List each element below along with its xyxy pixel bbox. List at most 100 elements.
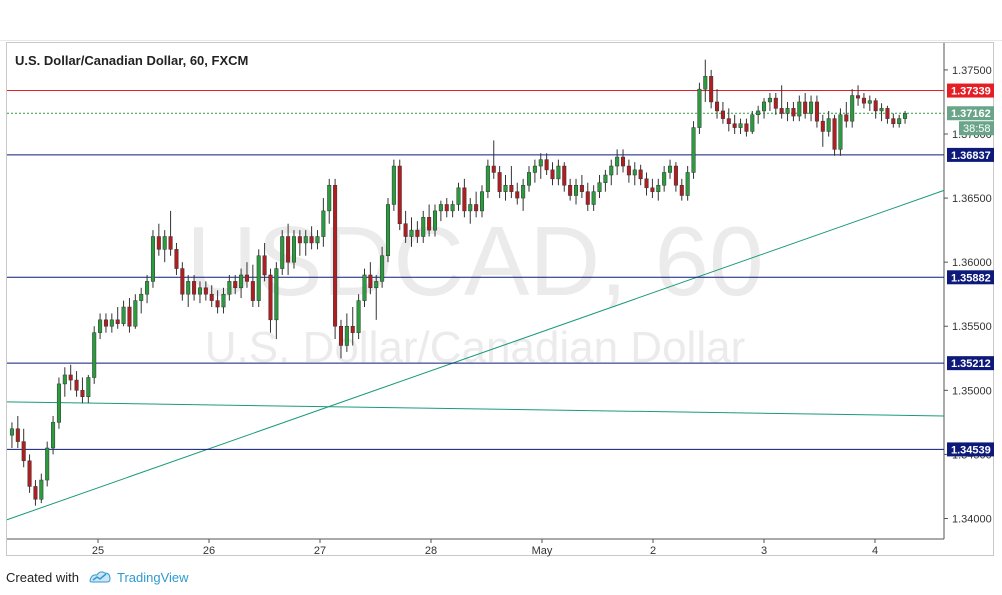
tradingview-link[interactable]: TradingView [117, 570, 189, 585]
candle-up [344, 313, 349, 352]
candle-down [779, 85, 784, 119]
candle-body [109, 319, 114, 327]
candle-body [86, 377, 91, 397]
candle-up [762, 98, 767, 119]
candle-up [162, 230, 167, 263]
level-tag-label: 1.35212 [951, 358, 991, 370]
candle-body [391, 165, 396, 205]
candle-up [92, 326, 97, 384]
candle-body [286, 236, 291, 263]
candle-down [673, 162, 678, 192]
candle-body [767, 97, 772, 103]
candle-body [256, 255, 261, 301]
candle-body [62, 374, 67, 385]
candle-down [21, 428, 26, 468]
candle-body [39, 479, 44, 500]
candle-up [139, 287, 144, 314]
candle-body [250, 281, 255, 301]
candle-body [27, 460, 32, 487]
countdown-label: 38:58 [963, 123, 991, 135]
candle-down [233, 274, 238, 295]
candle-body [421, 217, 426, 237]
candle-down [309, 226, 314, 250]
tradingview-logo-icon[interactable] [88, 568, 112, 584]
candle-down [679, 178, 684, 201]
candle-body [532, 165, 537, 173]
candle-up [51, 415, 56, 455]
candle-body [891, 118, 896, 124]
candle-body [873, 100, 878, 112]
candle-up [327, 178, 332, 224]
price-chart[interactable]: USDCAD, 60 U.S. Dollar/Canadian Dollar U.S… [0, 0, 1002, 560]
candle-body [327, 185, 332, 212]
candle-body [338, 325, 343, 346]
candle-body [703, 76, 708, 90]
x-tick-label: 2 [650, 545, 656, 557]
candle-up [826, 110, 831, 137]
candle-body [732, 123, 737, 128]
candle-body [726, 118, 731, 124]
candle-down [156, 223, 161, 256]
candle-up [691, 121, 696, 179]
candle-body [133, 300, 138, 327]
candle-body [321, 210, 326, 237]
candle-body [468, 204, 473, 212]
candle-down [297, 230, 302, 256]
candle-up [432, 204, 438, 237]
watermark-name: U.S. Dollar/Canadian Dollar [205, 323, 745, 372]
candle-body [139, 293, 144, 301]
candle-down [891, 113, 896, 128]
candle-body [662, 172, 667, 186]
candle-body [791, 108, 796, 117]
y-tick-label: 1.34000 [952, 513, 992, 525]
candle-body [344, 325, 349, 346]
candle-up [227, 274, 232, 301]
candle-body [450, 204, 455, 212]
candle-up [897, 114, 902, 128]
candle-down [244, 262, 249, 288]
candle-up [315, 230, 320, 250]
candle-body [80, 390, 85, 397]
candle-down [856, 85, 861, 106]
candle-body [656, 185, 661, 192]
candle-up [532, 159, 537, 183]
candle-up [697, 82, 702, 134]
candle-body [215, 300, 220, 308]
candle-body [820, 120, 825, 132]
candle-body [68, 374, 73, 381]
candle-up [62, 367, 67, 397]
candle-up [374, 274, 379, 320]
candle-body [56, 383, 61, 423]
candle-down [562, 162, 567, 192]
candle-down [262, 242, 267, 282]
candle-up [685, 166, 690, 201]
candle-body [844, 114, 849, 122]
candle-down [174, 242, 179, 275]
candle-up [280, 230, 285, 275]
candle-body [227, 281, 232, 295]
candle-up [756, 105, 761, 124]
candle-body [856, 95, 861, 99]
candle-down [74, 371, 79, 397]
level-tag [947, 270, 994, 285]
candle-body [274, 268, 279, 321]
x-tick-label: 25 [92, 545, 104, 557]
candle-body [685, 172, 690, 196]
candle-body [744, 123, 749, 132]
chart-title: U.S. Dollar/Canadian Dollar, 60, FXCM [15, 53, 248, 68]
candle-up [56, 377, 61, 429]
candle-up [186, 274, 191, 308]
candle-up [385, 198, 391, 263]
candle-body [121, 306, 126, 324]
candle-body [485, 165, 490, 192]
candle-down [33, 480, 38, 506]
candle-body [427, 217, 432, 231]
candle-up [850, 89, 855, 128]
candle-body [885, 108, 890, 119]
candle-down [720, 101, 725, 124]
candle-body [720, 110, 725, 119]
candle-down [773, 92, 778, 115]
candle-down [638, 164, 643, 186]
x-tick-label: May [532, 545, 553, 557]
candle-body [491, 165, 496, 173]
